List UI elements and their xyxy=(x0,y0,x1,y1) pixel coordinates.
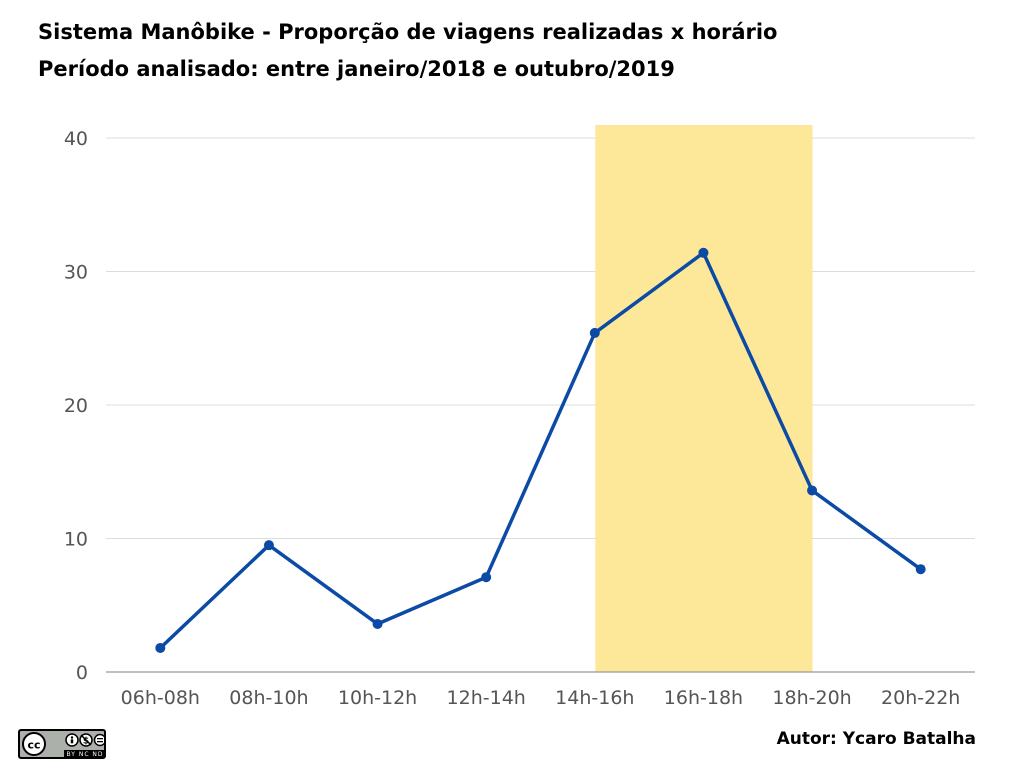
data-point xyxy=(698,247,709,258)
gridlines xyxy=(106,137,975,539)
data-point xyxy=(263,540,274,551)
data-point xyxy=(372,618,383,629)
highlight-band-group xyxy=(595,125,813,672)
highlight-band xyxy=(595,125,813,672)
series-line xyxy=(158,251,923,650)
axes: 0 10 20 30 40 06h-08h 08h-10h 10h-12h 12h-14h 14h… xyxy=(64,128,975,709)
x-tick-label: 12h-14h xyxy=(447,687,526,709)
y-tick-label: 20 xyxy=(64,395,88,417)
data-point xyxy=(155,642,166,653)
y-tick-label: 10 xyxy=(64,529,88,551)
data-point xyxy=(807,485,818,496)
data-point xyxy=(481,572,492,583)
cc-by-nc-nd-icon: cc $ xyxy=(22,732,104,756)
chart-title: Sistema Manôbike - Proporção de viagens … xyxy=(38,20,778,44)
author-credit: Autor: Ycaro Batalha xyxy=(776,729,976,749)
y-tick-label: 0 xyxy=(76,662,88,684)
x-tick-label: 06h-08h xyxy=(121,687,200,709)
x-tick-label: 16h-18h xyxy=(664,687,743,709)
license-text: BY NC ND xyxy=(64,750,104,757)
svg-text:$: $ xyxy=(83,737,89,747)
x-tick-label: 10h-12h xyxy=(338,687,417,709)
line-chart: 0 10 20 30 40 06h-08h 08h-10h 10h-12h 12h-14h 14h… xyxy=(64,125,975,709)
data-point xyxy=(589,327,600,338)
data-point xyxy=(915,564,926,575)
x-tick-label: 20h-22h xyxy=(881,687,960,709)
x-tick-label: 08h-10h xyxy=(229,687,308,709)
license-badge: cc $ BY NC ND xyxy=(18,729,106,759)
y-tick-label: 30 xyxy=(64,262,88,284)
series-group xyxy=(155,247,926,653)
x-tick-label: 18h-20h xyxy=(772,687,851,709)
chart-subtitle: Período analisado: entre janeiro/2018 e … xyxy=(38,57,675,81)
y-tick-label: 40 xyxy=(64,128,88,150)
x-tick-label: 14h-16h xyxy=(555,687,634,709)
svg-text:cc: cc xyxy=(27,739,40,752)
